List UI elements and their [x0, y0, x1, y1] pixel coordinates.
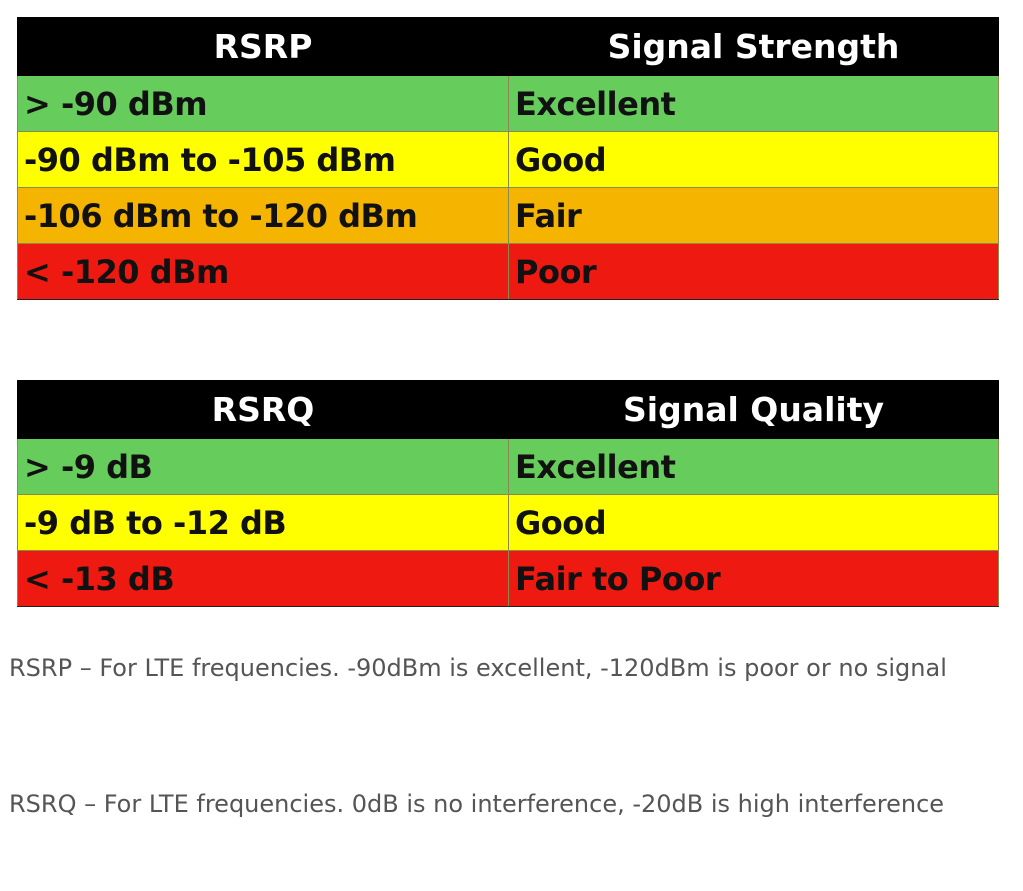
rsrp-description: RSRP – For LTE frequencies. -90dBm is ex…: [9, 654, 947, 682]
table-row: > -90 dBm Excellent: [17, 75, 999, 132]
range-cell: < -13 dB: [17, 550, 509, 607]
table-header-row: RSRP Signal Strength: [17, 17, 999, 76]
range-cell: -106 dBm to -120 dBm: [17, 187, 509, 244]
rsrq-description: RSRQ – For LTE frequencies. 0dB is no in…: [9, 790, 945, 818]
range-cell: > -90 dBm: [17, 75, 509, 132]
signal-strength-column-header: Signal Strength: [508, 17, 999, 76]
table-row: > -9 dB Excellent: [17, 438, 999, 495]
rating-cell: Excellent: [508, 75, 999, 132]
signal-quality-column-header: Signal Quality: [508, 380, 999, 439]
rating-cell: Poor: [508, 243, 999, 300]
rsrp-column-header: RSRP: [17, 17, 509, 76]
table-row: < -13 dB Fair to Poor: [17, 550, 999, 607]
rsrq-table: RSRQ Signal Quality > -9 dB Excellent -9…: [17, 380, 999, 607]
rsrq-column-header: RSRQ: [17, 380, 509, 439]
range-cell: -9 dB to -12 dB: [17, 494, 509, 551]
table-row: -90 dBm to -105 dBm Good: [17, 131, 999, 188]
table-row: -9 dB to -12 dB Good: [17, 494, 999, 551]
table-row: -106 dBm to -120 dBm Fair: [17, 187, 999, 244]
rating-cell: Good: [508, 494, 999, 551]
rating-cell: Fair: [508, 187, 999, 244]
rsrp-table: RSRP Signal Strength > -90 dBm Excellent…: [17, 17, 999, 300]
range-cell: > -9 dB: [17, 438, 509, 495]
rating-cell: Fair to Poor: [508, 550, 999, 607]
rating-cell: Good: [508, 131, 999, 188]
table-row: < -120 dBm Poor: [17, 243, 999, 300]
range-cell: -90 dBm to -105 dBm: [17, 131, 509, 188]
range-cell: < -120 dBm: [17, 243, 509, 300]
table-header-row: RSRQ Signal Quality: [17, 380, 999, 439]
rating-cell: Excellent: [508, 438, 999, 495]
